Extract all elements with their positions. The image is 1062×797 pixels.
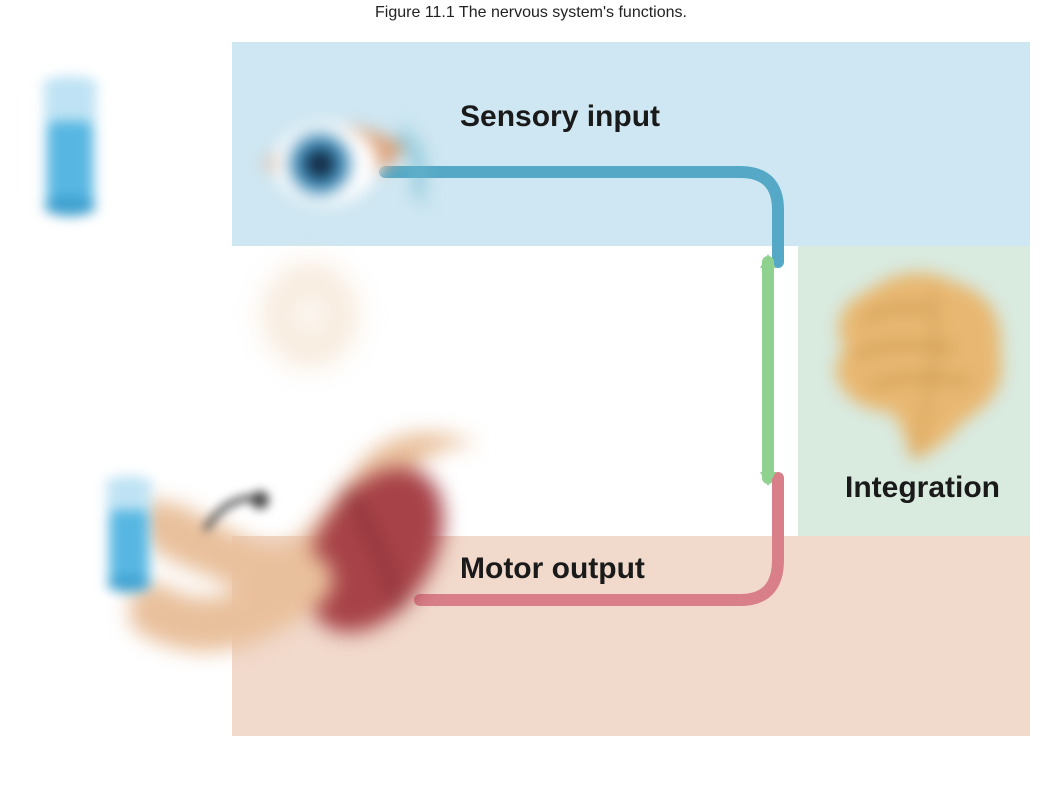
motor-output-label: Motor output [460, 552, 645, 586]
stimulus-glass-icon [30, 66, 110, 236]
integration-label: Integration [845, 471, 1000, 505]
held-glass-icon [95, 470, 165, 605]
sensory-input-label: Sensory input [460, 100, 660, 134]
motion-indicator-icon [190, 480, 290, 555]
brain-icon [815, 260, 1015, 475]
eye-icon [256, 86, 426, 251]
skin-receptor-icon [255, 260, 375, 385]
